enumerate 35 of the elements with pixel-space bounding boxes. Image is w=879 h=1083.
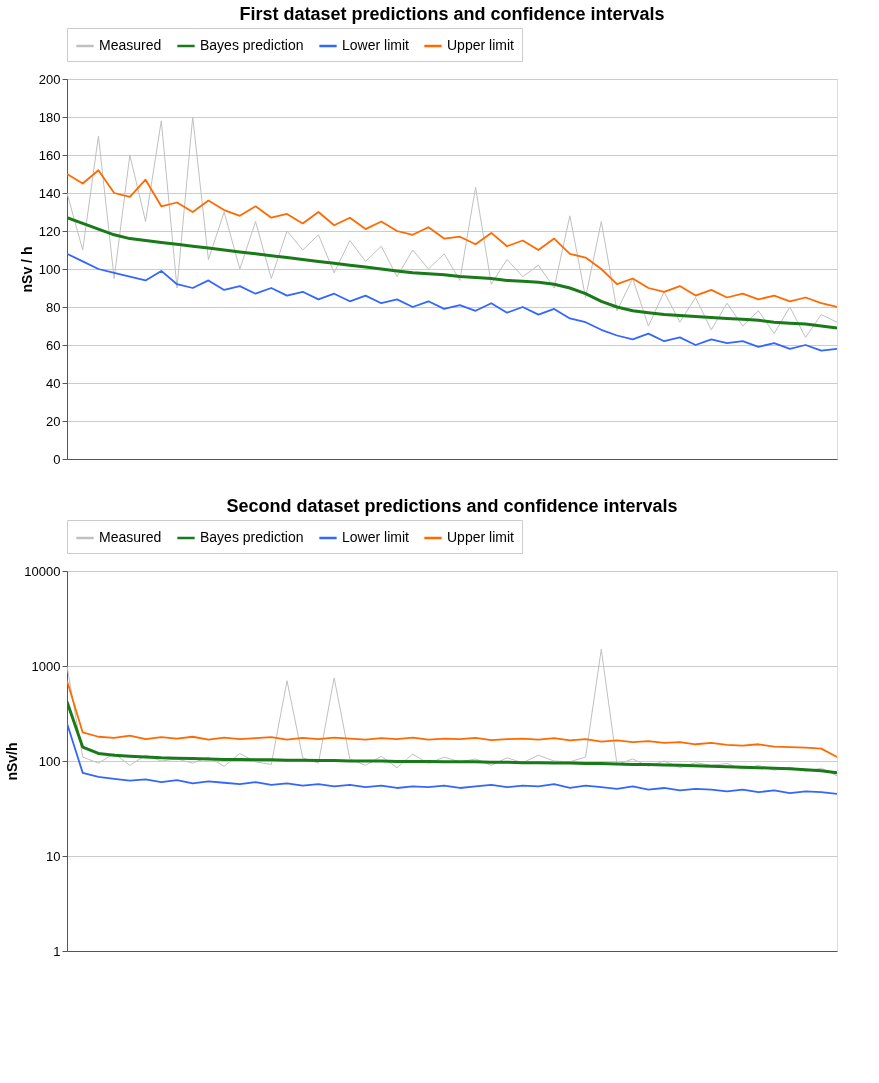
line-series <box>67 116 837 338</box>
line-series <box>67 722 837 795</box>
line-series <box>67 700 837 775</box>
y-tick-label: 40 <box>46 375 61 391</box>
legend-label: Lower limit <box>342 529 410 545</box>
chart-title: First dataset predictions and confidence intervals <box>239 3 665 24</box>
line-series <box>67 679 837 758</box>
y-tick-label: 160 <box>38 147 61 163</box>
legend-label: Lower limit <box>342 37 410 53</box>
line-series <box>67 252 837 352</box>
y-tick-label: 0 <box>53 451 61 467</box>
y-tick-label: 180 <box>38 109 61 125</box>
y-axis-title: nSv / h <box>18 246 35 293</box>
y-tick-label: 200 <box>38 71 61 87</box>
y-tick-label: 140 <box>38 185 61 201</box>
y-tick-label: 20 <box>46 413 61 429</box>
y-tick-label: 10000 <box>24 563 61 579</box>
line-series <box>67 169 837 308</box>
y-tick-label: 1 <box>53 943 61 959</box>
y-axis-title: nSv/h <box>4 742 21 781</box>
chart-title: Second dataset predictions and confidence intervals <box>226 495 678 516</box>
legend-label: Upper limit <box>447 529 515 545</box>
legend-label: Measured <box>99 37 162 53</box>
y-tick-label: 100 <box>38 753 61 769</box>
y-tick-label: 1000 <box>31 658 61 674</box>
y-tick-label: 120 <box>38 223 61 239</box>
y-tick-label: 80 <box>46 299 61 315</box>
legend-label: Upper limit <box>447 37 515 53</box>
line-series <box>67 216 837 330</box>
legend-label: Bayes prediction <box>200 529 304 545</box>
legend-label: Measured <box>99 529 162 545</box>
legend-label: Bayes prediction <box>200 37 304 53</box>
y-tick-label: 10 <box>46 848 61 864</box>
y-tick-label: 100 <box>38 261 61 277</box>
y-tick-label: 60 <box>46 337 61 353</box>
